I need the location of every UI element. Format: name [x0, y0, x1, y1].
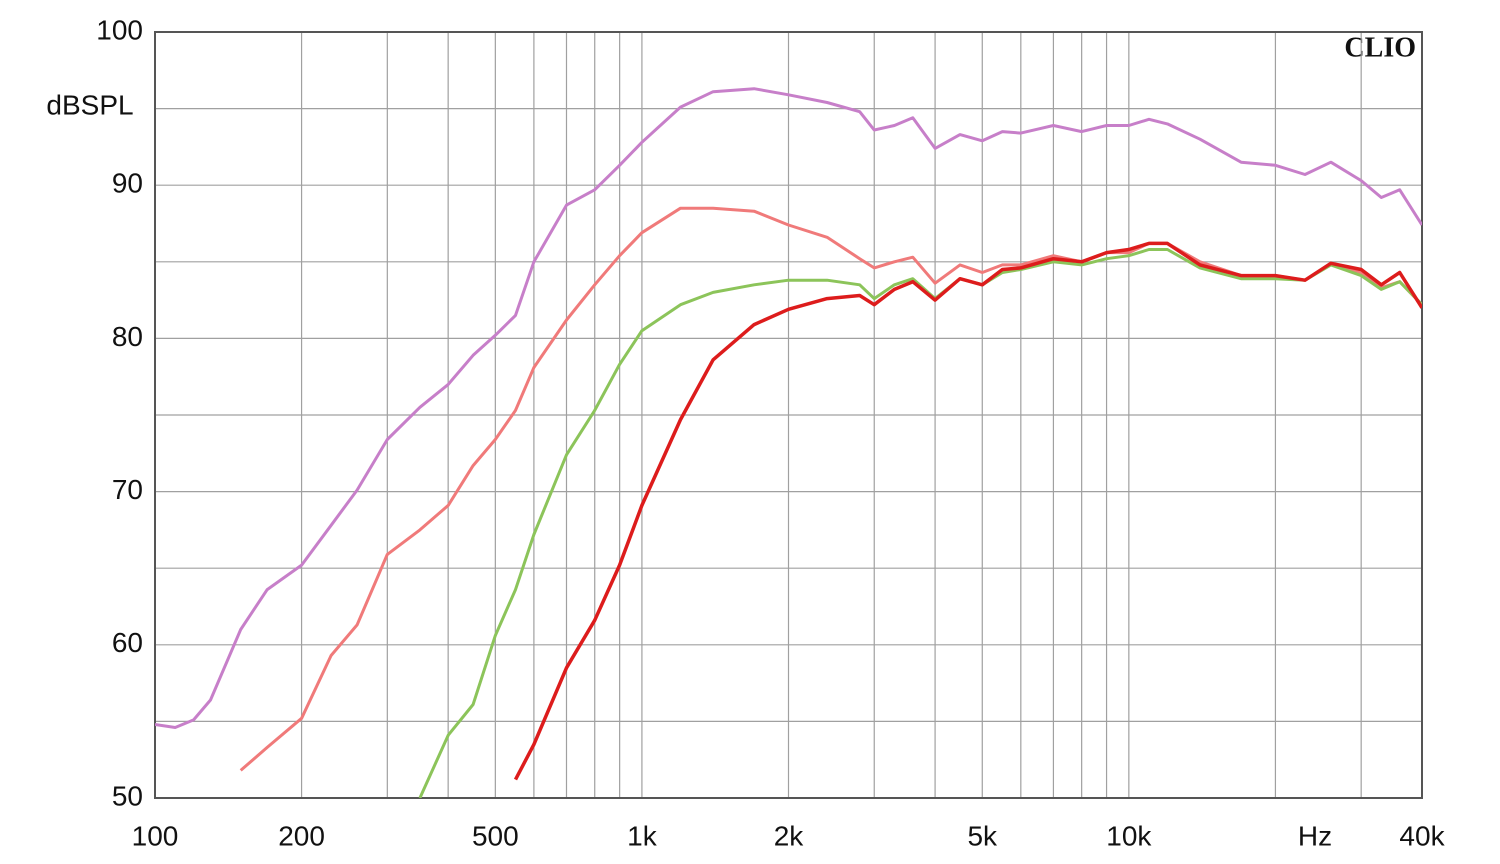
x-unit-label: Hz — [1298, 820, 1332, 851]
y-tick-label: 100 — [96, 14, 143, 45]
x-tick-label: 2k — [774, 820, 805, 851]
x-tick-label: 10k — [1106, 820, 1152, 851]
series-line — [513, 241, 1422, 781]
y-tick-label: 50 — [112, 780, 143, 811]
y-axis-label: dBSPL — [46, 89, 133, 120]
x-tick-label: 5k — [967, 820, 998, 851]
y-tick-label: 70 — [112, 474, 143, 505]
x-tick-label: 1k — [627, 820, 658, 851]
y-tick-label: 60 — [112, 627, 143, 658]
x-tick-label: 100 — [132, 820, 179, 851]
y-tick-label: 80 — [112, 321, 143, 352]
plot-border — [154, 31, 1423, 799]
brand-label: CLIO — [1344, 32, 1416, 63]
x-tick-label: 40k — [1399, 820, 1445, 851]
x-tick-label: 500 — [472, 820, 519, 851]
series-line — [155, 87, 1422, 729]
x-tick-label: 200 — [278, 820, 325, 851]
y-tick-label: 90 — [112, 168, 143, 199]
